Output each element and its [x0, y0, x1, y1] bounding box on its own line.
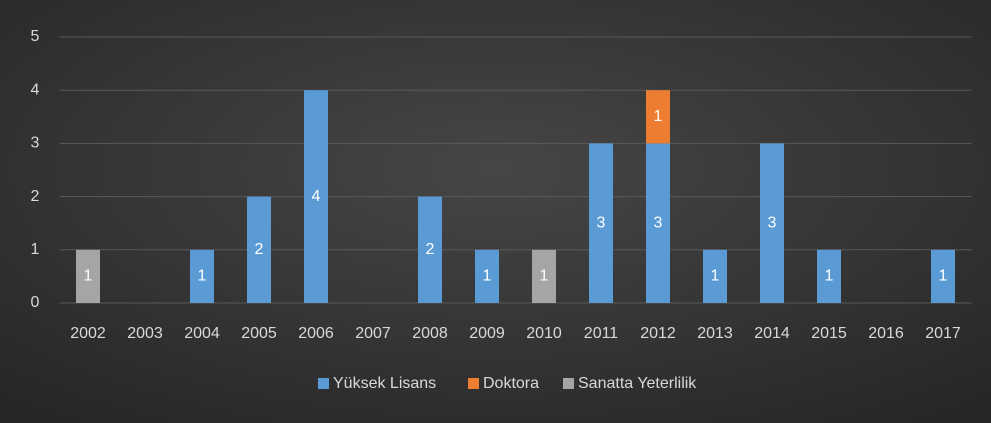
bar-segment [532, 249, 556, 303]
bar-segment [190, 249, 214, 303]
legend-label: Sanatta Yeterlilik [578, 375, 697, 392]
data-label: 1 [198, 268, 207, 285]
bar-segment [646, 90, 670, 144]
data-label: 2 [426, 241, 435, 258]
x-tick-label: 2017 [925, 325, 961, 342]
bar-segment [418, 196, 442, 303]
y-tick-label: 4 [31, 81, 40, 98]
legend-swatch [563, 378, 574, 389]
bar-segment [589, 143, 613, 303]
x-tick-label: 2002 [70, 325, 106, 342]
legend-swatch [318, 378, 329, 389]
x-tick-label: 2011 [584, 325, 619, 342]
data-label: 1 [939, 268, 948, 285]
x-tick-label: 2004 [184, 325, 220, 342]
x-tick-label: 2012 [640, 325, 676, 342]
y-tick-label: 2 [31, 188, 40, 205]
data-label: 3 [654, 214, 663, 231]
bar-segment [247, 196, 271, 303]
x-tick-label: 2006 [298, 325, 334, 342]
x-tick-label: 2013 [697, 325, 733, 342]
bar-segment [76, 249, 100, 303]
x-tick-label: 2003 [127, 325, 163, 342]
bar-segment [646, 143, 670, 303]
bar-segment [304, 90, 328, 303]
x-tick-label: 2016 [868, 325, 904, 342]
data-label: 3 [597, 214, 606, 231]
y-tick-label: 1 [31, 241, 40, 258]
legend-label: Doktora [483, 375, 539, 392]
bar-segment [931, 249, 955, 303]
legend-label: Yüksek Lisans [333, 375, 436, 392]
y-tick-label: 0 [31, 294, 40, 311]
x-tick-label: 2008 [412, 325, 448, 342]
x-tick-label: 2014 [754, 325, 790, 342]
data-label: 1 [483, 268, 492, 285]
bar-segment [475, 249, 499, 303]
bar-segment [703, 249, 727, 303]
bar-segment [817, 249, 841, 303]
x-tick-label: 2015 [811, 325, 847, 342]
y-tick-label: 5 [31, 28, 40, 45]
data-label: 1 [711, 268, 720, 285]
x-tick-label: 2005 [241, 325, 277, 342]
x-tick-label: 2009 [469, 325, 505, 342]
data-label: 1 [654, 108, 663, 125]
x-tick-label: 2007 [355, 325, 391, 342]
bar-segment [760, 143, 784, 303]
y-tick-label: 3 [31, 135, 40, 152]
data-label: 4 [312, 188, 321, 205]
data-label: 2 [255, 241, 264, 258]
legend-swatch [468, 378, 479, 389]
data-label: 1 [540, 268, 549, 285]
data-label: 1 [84, 268, 93, 285]
x-tick-label: 2010 [526, 325, 562, 342]
data-label: 1 [825, 268, 834, 285]
data-label: 3 [768, 214, 777, 231]
